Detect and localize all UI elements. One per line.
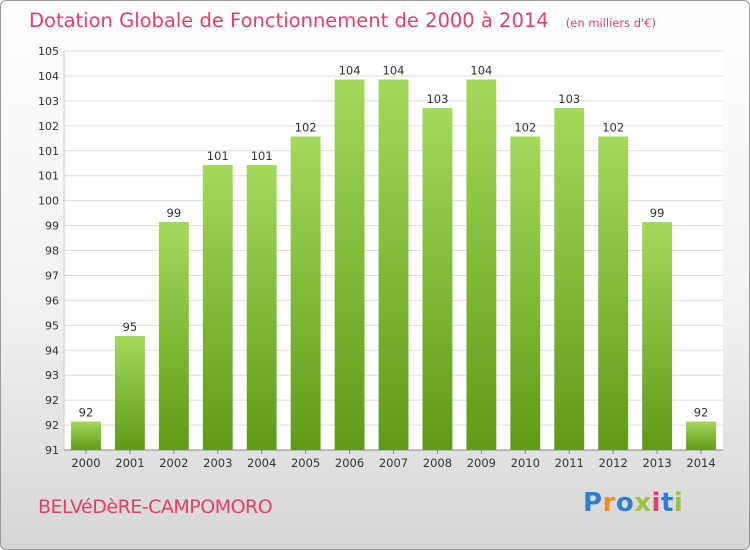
y-tick-label: 94 xyxy=(45,344,59,357)
bar-2001 xyxy=(114,336,145,450)
bars xyxy=(71,79,716,450)
x-tick-label: 2001 xyxy=(115,456,144,470)
data-label: 92 xyxy=(694,406,709,420)
chart-subtitle: (en milliers d'€) xyxy=(565,16,656,30)
data-label: 102 xyxy=(514,121,536,135)
data-label: 104 xyxy=(383,64,405,78)
title-block: Dotation Globale de Fonctionnement de 20… xyxy=(29,9,656,32)
data-label: 92 xyxy=(79,406,94,420)
data-label: 99 xyxy=(650,206,665,220)
y-axis-ticks: 91 92 92 93 94 95 96 97 98 99 100 101 101 102 103 104 10… xyxy=(38,45,59,457)
y-tick-label: 92 xyxy=(45,394,59,407)
y-tick-label: 101 xyxy=(38,170,59,183)
x-tick-label: 2009 xyxy=(467,456,496,470)
data-label: 101 xyxy=(251,149,273,163)
y-tick-label: 101 xyxy=(38,145,59,158)
data-label: 102 xyxy=(602,121,624,135)
data-label: 103 xyxy=(558,92,580,106)
proxiti-logo: Proxiti xyxy=(583,488,683,518)
x-tick-label: 2006 xyxy=(335,456,364,470)
x-tick-label: 2004 xyxy=(247,456,276,470)
y-tick-label: 105 xyxy=(38,45,59,58)
bar-2004 xyxy=(246,165,277,450)
y-tick-label: 98 xyxy=(45,245,59,258)
data-label: 104 xyxy=(470,64,492,78)
x-tick-label: 2013 xyxy=(642,456,671,470)
bar-2011 xyxy=(554,108,585,450)
x-tick-label: 2007 xyxy=(379,456,408,470)
x-tick-label: 2008 xyxy=(423,456,452,470)
logo-letter: x xyxy=(634,488,652,518)
x-tick-label: 2012 xyxy=(599,456,628,470)
y-tick-label: 96 xyxy=(45,294,59,307)
bar-2007 xyxy=(378,79,409,450)
x-axis-ticks: 2000 2001 2002 2003 2004 2005 2006 2007 2008 2009… xyxy=(71,450,716,470)
x-tick-label: 2002 xyxy=(159,456,188,470)
y-tick-label: 97 xyxy=(45,269,59,282)
x-tick-label: 2003 xyxy=(203,456,232,470)
logo-letter: r xyxy=(602,488,616,518)
bar-2013 xyxy=(642,222,673,450)
logo-letter: i xyxy=(673,488,684,518)
data-label: 95 xyxy=(123,320,138,334)
bar-2009 xyxy=(466,79,497,450)
bar-2010 xyxy=(510,136,541,450)
x-tick-label: 2005 xyxy=(291,456,320,470)
logo-letter: P xyxy=(583,488,603,518)
y-tick-label: 104 xyxy=(38,70,59,83)
x-tick-label: 2010 xyxy=(511,456,540,470)
y-tick-label: 102 xyxy=(38,120,59,133)
logo-letter: i xyxy=(651,488,661,518)
data-label: 102 xyxy=(295,121,317,135)
commune-name: BELVéDèRE-CAMPOMORO xyxy=(38,496,273,518)
data-label: 99 xyxy=(167,206,182,220)
bar-2006 xyxy=(334,79,365,450)
y-tick-label: 91 xyxy=(45,444,59,457)
bar-2003 xyxy=(202,165,233,450)
data-label: 103 xyxy=(426,92,448,106)
data-label: 101 xyxy=(207,149,229,163)
y-tick-label: 93 xyxy=(45,369,59,382)
x-tick-label: 2014 xyxy=(686,456,715,470)
data-labels: 92 95 99 101 101 102 104 104 103 104 102 103 102 99 92 xyxy=(79,64,709,420)
bar-2000 xyxy=(71,421,101,450)
data-label: 104 xyxy=(339,64,361,78)
y-tick-label: 103 xyxy=(38,95,59,108)
y-tick-label: 92 xyxy=(45,419,59,432)
y-tick-label: 100 xyxy=(38,195,59,208)
bar-2012 xyxy=(598,136,629,450)
bar-2008 xyxy=(422,108,453,450)
y-tick-label: 95 xyxy=(45,319,59,332)
x-tick-label: 2000 xyxy=(71,456,100,470)
y-tick-label: 99 xyxy=(45,220,59,233)
logo-letter: o xyxy=(615,488,635,518)
bar-2014 xyxy=(686,421,716,450)
x-tick-label: 2011 xyxy=(555,456,584,470)
bar-2005 xyxy=(290,136,321,450)
chart-title: Dotation Globale de Fonctionnement de 20… xyxy=(29,9,549,32)
bar-2002 xyxy=(158,222,189,450)
logo-letter: t xyxy=(660,488,674,518)
